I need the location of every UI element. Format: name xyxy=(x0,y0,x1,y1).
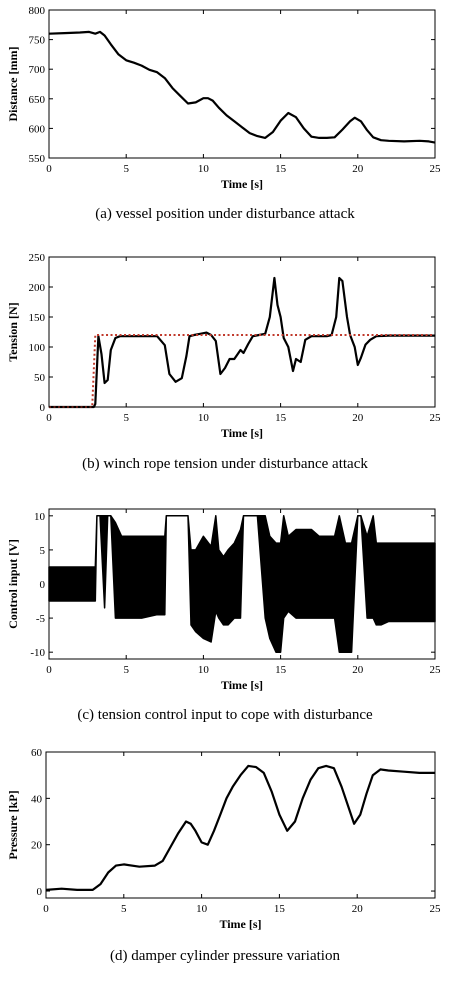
x-tick-label: 5 xyxy=(123,412,129,424)
y-tick-label: 5 xyxy=(40,545,46,557)
figure-caption: (d) damper cylinder pressure variation xyxy=(110,948,340,964)
plot-frame xyxy=(48,256,436,408)
x-tick-label: 20 xyxy=(352,664,364,676)
x-tick-label: 20 xyxy=(352,903,364,915)
y-tick-label: 20 xyxy=(31,840,43,852)
x-tick-label: 10 xyxy=(198,664,210,676)
x-axis-label: Time [s] xyxy=(219,917,261,931)
x-tick-label: 25 xyxy=(430,163,442,175)
chart-panel-3: 0 5 10 15 20 25 -10 -5 0 5 10 Time [s] Control input… xyxy=(6,508,442,723)
series-line xyxy=(48,30,436,144)
x-tick-label: 15 xyxy=(275,664,287,676)
x-tick-label: 15 xyxy=(274,903,286,915)
x-tick-label: 20 xyxy=(352,163,364,175)
y-tick-label: 550 xyxy=(29,153,46,165)
y-tick-label: 60 xyxy=(31,747,43,759)
y-tick-label: 800 xyxy=(29,5,46,17)
x-tick-label: 0 xyxy=(46,664,52,676)
y-tick-label: 750 xyxy=(29,35,46,47)
y-tick-label: 40 xyxy=(31,793,43,805)
y-tick-label: 700 xyxy=(29,64,46,76)
y-tick-label: 50 xyxy=(34,372,46,384)
y-tick-label: 0 xyxy=(37,886,43,898)
x-tick-label: 0 xyxy=(43,903,49,915)
figure-caption: (c) tension control input to cope with d… xyxy=(77,707,373,723)
x-tick-label: 10 xyxy=(198,163,210,175)
x-axis-label: Time [s] xyxy=(221,177,263,191)
series-line xyxy=(45,764,435,891)
plot-frame xyxy=(48,9,436,159)
x-tick-label: 10 xyxy=(196,903,208,915)
y-tick-label: 250 xyxy=(29,252,46,264)
x-tick-label: 5 xyxy=(121,903,127,915)
y-tick-label: 650 xyxy=(29,94,46,106)
x-tick-label: 0 xyxy=(46,412,52,424)
chart-panel-4: 0 5 10 15 20 25 0 20 40 60 Time [s] Pressure [kP] (d… xyxy=(6,747,441,964)
x-tick-label: 5 xyxy=(123,163,129,175)
y-axis-label: Pressure [kP] xyxy=(6,790,20,859)
x-axis-label: Time [s] xyxy=(221,426,263,440)
y-tick-label: 100 xyxy=(29,342,46,354)
figure-caption: (a) vessel position under disturbance at… xyxy=(95,206,355,222)
x-tick-label: 25 xyxy=(430,903,442,915)
x-tick-label: 20 xyxy=(352,412,364,424)
y-tick-label: 600 xyxy=(29,123,46,135)
y-tick-label: 0 xyxy=(40,579,46,591)
y-tick-label: 10 xyxy=(34,511,46,523)
y-axis-label: Distance [mm] xyxy=(6,47,20,122)
plot-frame xyxy=(45,751,436,899)
y-tick-label: -10 xyxy=(30,647,45,659)
y-tick-label: 150 xyxy=(29,312,46,324)
x-tick-label: 5 xyxy=(123,664,129,676)
x-tick-label: 15 xyxy=(275,412,287,424)
y-tick-label: 200 xyxy=(29,282,46,294)
y-axis-label: Tension [N] xyxy=(6,302,20,361)
series-line xyxy=(49,276,435,409)
y-tick-label: 0 xyxy=(40,402,46,414)
series-envelope-area xyxy=(48,515,436,653)
chart-panel-1: 0 5 10 15 20 25 550 600 650 700 750 800 Time [s] Dist… xyxy=(6,5,441,222)
x-tick-label: 25 xyxy=(430,664,442,676)
figure-caption: (b) winch rope tension under disturbance… xyxy=(82,456,368,472)
y-tick-label: -5 xyxy=(36,613,46,625)
series-reference-line xyxy=(49,334,435,408)
x-tick-label: 10 xyxy=(198,412,210,424)
y-axis-label: Control input [V] xyxy=(6,539,20,629)
x-tick-label: 25 xyxy=(430,412,442,424)
x-tick-label: 15 xyxy=(275,163,287,175)
x-tick-label: 0 xyxy=(46,163,52,175)
x-axis-label: Time [s] xyxy=(221,678,263,692)
plot-frame xyxy=(48,508,436,660)
